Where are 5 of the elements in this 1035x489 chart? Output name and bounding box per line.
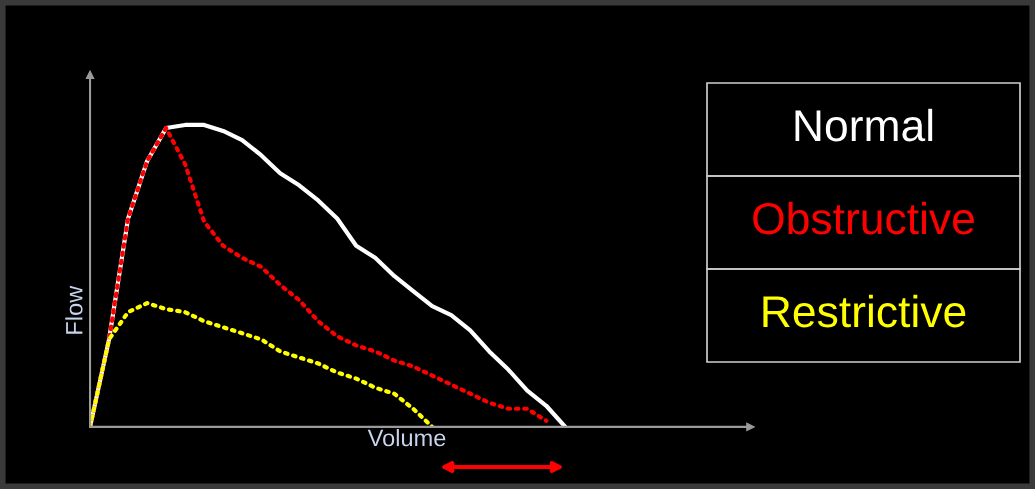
text: Normal (795, 108, 933, 142)
text: Obstructive (753, 201, 974, 235)
text: Restrictive (763, 294, 966, 328)
y-axis-title: Flow (65, 285, 83, 334)
x-axis-title: Volume (367, 428, 446, 447)
